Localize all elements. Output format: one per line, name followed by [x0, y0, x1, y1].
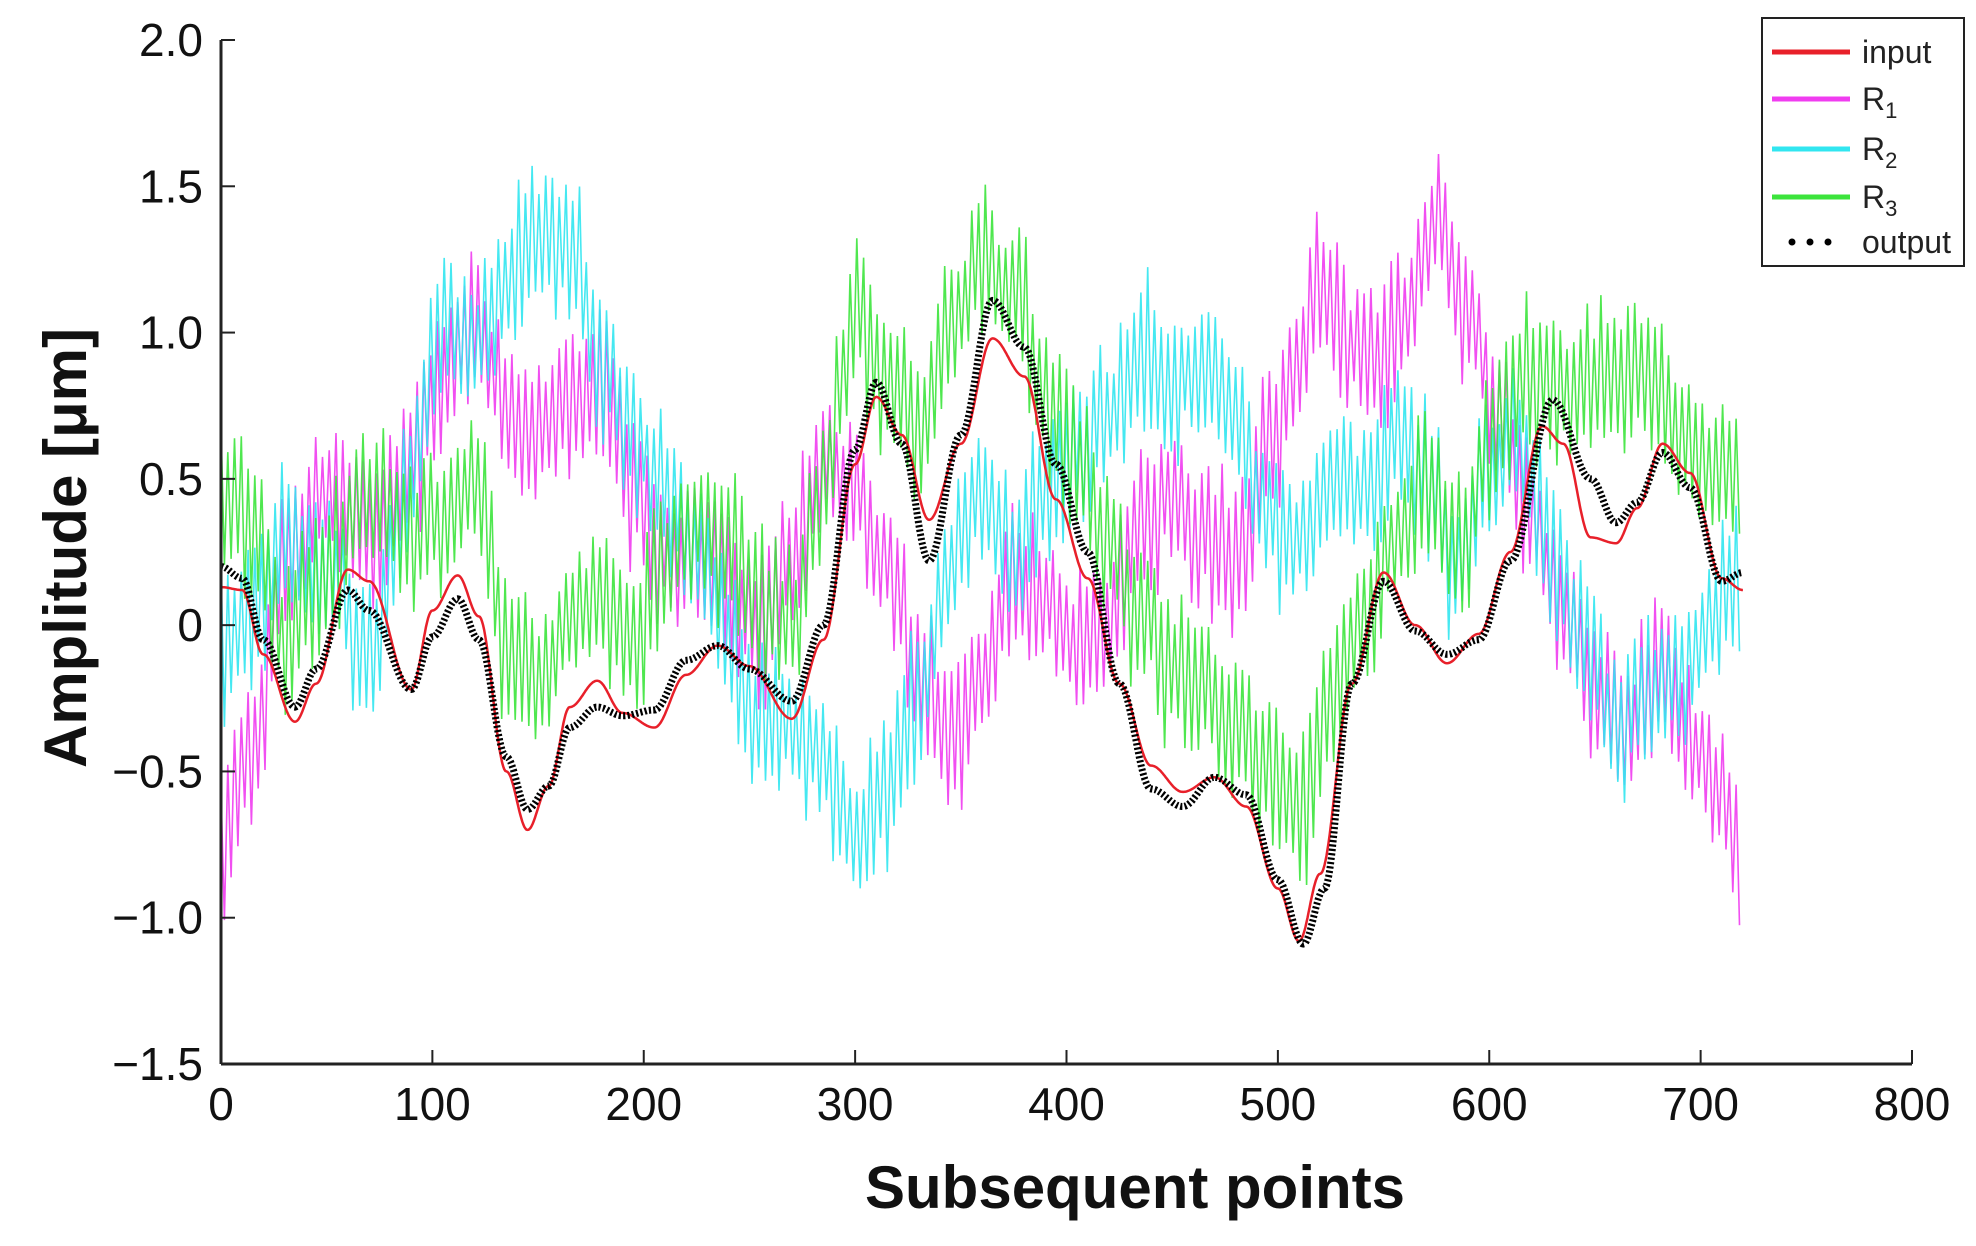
x-tick-label: 200: [605, 1078, 682, 1130]
legend-label-subscript: 3: [1885, 196, 1897, 221]
legend-box: [1761, 17, 1965, 267]
legend-label-input: input: [1862, 34, 1932, 70]
legend-swatch-output: [1788, 238, 1796, 246]
y-tick-label: 0: [177, 599, 203, 651]
y-axis-title: Amplitude [μm]: [32, 328, 99, 768]
legend-label-text: output: [1862, 224, 1951, 260]
series-line-output: [220, 296, 1743, 948]
legend-label-R1: R1: [1862, 81, 1897, 123]
legend-label-R2: R2: [1862, 131, 1897, 173]
y-ticks: 2.0 1.5 1.0 0.5 0 −0.5 −1.0 −1.5: [112, 14, 235, 1090]
y-tick-label: −0.5: [112, 745, 203, 797]
y-tick-label: 2.0: [139, 14, 203, 66]
legend-swatch-output: [1806, 238, 1814, 246]
legend-label-text: R: [1862, 179, 1885, 215]
legend-label-text: input: [1862, 34, 1932, 70]
series-line-R3: [220, 184, 1741, 886]
legend-label-text: R: [1862, 81, 1885, 117]
x-tick-label: 400: [1028, 1078, 1105, 1130]
legend-label-text: R: [1862, 131, 1885, 167]
y-tick-label: 1.5: [139, 160, 203, 212]
y-tick-label: 0.5: [139, 453, 203, 505]
legend-label-output: output: [1862, 224, 1951, 260]
series-layer: [220, 153, 1743, 948]
x-tick-label: 100: [394, 1078, 471, 1130]
x-tick-label: 500: [1240, 1078, 1317, 1130]
x-tick-label: 300: [817, 1078, 894, 1130]
y-tick-label: 1.0: [139, 307, 203, 359]
legend-label-subscript: 2: [1885, 148, 1897, 173]
x-ticks: 0 100 200 300 400 500 600 700 800: [208, 1050, 1950, 1130]
x-tick-label: 600: [1451, 1078, 1528, 1130]
x-tick-label: 0: [208, 1078, 234, 1130]
legend-label-R3: R3: [1862, 179, 1897, 221]
y-tick-label: −1.5: [112, 1038, 203, 1090]
x-tick-label: 800: [1874, 1078, 1951, 1130]
legend-swatch-output: [1824, 238, 1832, 246]
y-tick-label: −1.0: [112, 892, 203, 944]
legend-label-subscript: 1: [1885, 98, 1897, 123]
x-axis-title: Subsequent points: [865, 1154, 1405, 1221]
x-tick-label: 700: [1662, 1078, 1739, 1130]
